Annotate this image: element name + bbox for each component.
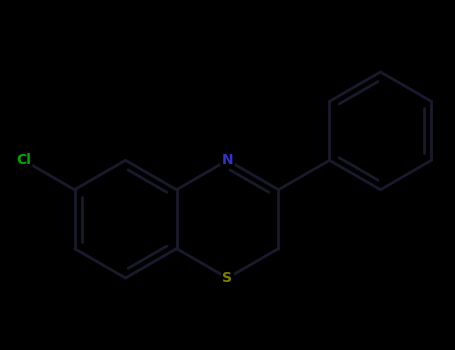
Text: S: S (222, 271, 233, 285)
Text: Cl: Cl (16, 153, 31, 167)
Text: N: N (222, 153, 233, 167)
